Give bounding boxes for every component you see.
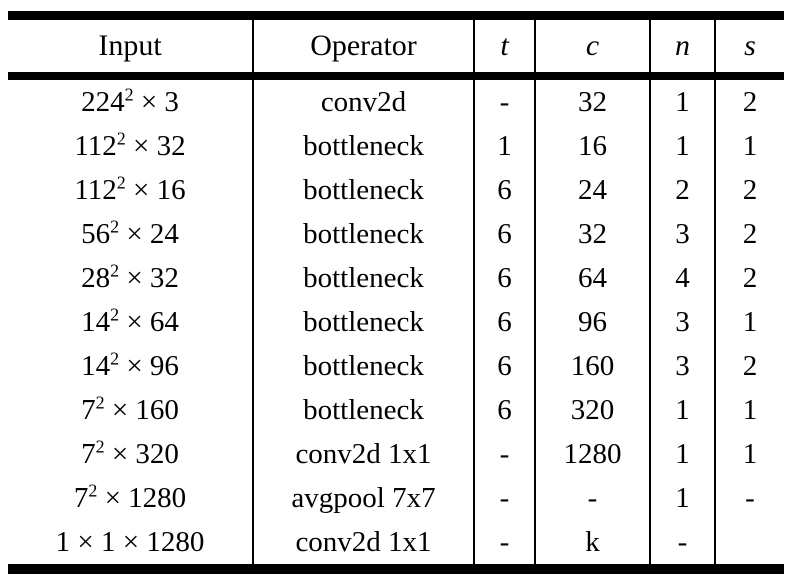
squared-superscript: 2 bbox=[116, 171, 126, 192]
cell-n: - bbox=[649, 520, 715, 569]
cell-c: 320 bbox=[534, 388, 650, 432]
table-row: 142 × 64 bottleneck 6 96 3 1 bbox=[8, 300, 784, 344]
table-row: 562 × 24 bottleneck 6 32 3 2 bbox=[8, 212, 784, 256]
cell-n: 3 bbox=[649, 212, 715, 256]
squared-superscript: 2 bbox=[110, 347, 120, 368]
cell-s: 1 bbox=[714, 388, 784, 432]
table-body: 2242 × 3 conv2d -32 1 2 1122 × 32 bottleneck 1 1… bbox=[8, 76, 784, 569]
cell-n: 4 bbox=[649, 256, 715, 300]
cell-t: - bbox=[473, 476, 535, 520]
cell-c: 16 bbox=[534, 124, 650, 168]
cell-operator: conv2d bbox=[252, 76, 474, 124]
cell-n: 3 bbox=[649, 300, 715, 344]
cell-t: 6 bbox=[473, 256, 535, 300]
column-header-n: n bbox=[649, 15, 715, 80]
cell-s: 2 bbox=[714, 212, 784, 256]
cell-c: k bbox=[534, 520, 650, 569]
cell-operator: bottleneck bbox=[252, 212, 474, 256]
cell-t: 6 bbox=[473, 388, 535, 432]
cell-s: 1 bbox=[714, 300, 784, 344]
cell-s: - bbox=[714, 476, 784, 520]
cell-c: 160 bbox=[534, 344, 650, 388]
column-header-operator: Operator bbox=[252, 15, 474, 80]
cell-n: 1 bbox=[649, 124, 715, 168]
cell-s: 1 bbox=[714, 124, 784, 168]
cell-c: - bbox=[534, 476, 650, 520]
squared-superscript: 2 bbox=[95, 391, 105, 412]
column-header-s: s bbox=[714, 15, 784, 80]
cell-c: 64 bbox=[534, 256, 650, 300]
cell-n: 2 bbox=[649, 168, 715, 212]
squared-superscript: 2 bbox=[95, 435, 105, 456]
cell-n: 1 bbox=[649, 76, 715, 124]
table-row: 72 × 1280 avgpool 7x7- -1- bbox=[8, 476, 784, 520]
cell-c: 32 bbox=[534, 212, 650, 256]
column-header-c: c bbox=[534, 15, 650, 80]
cell-t: - bbox=[473, 520, 535, 569]
cell-operator: bottleneck bbox=[252, 256, 474, 300]
cell-operator: bottleneck bbox=[252, 124, 474, 168]
cell-operator: bottleneck bbox=[252, 388, 474, 432]
cell-input: 562 × 24 bbox=[81, 215, 179, 250]
cell-operator: conv2d 1x1 bbox=[252, 520, 474, 569]
cell-n: 1 bbox=[649, 432, 715, 476]
cell-t: 6 bbox=[473, 212, 535, 256]
cell-operator: bottleneck bbox=[252, 168, 474, 212]
table-row: 1122 × 16 bottleneck 6 24 2 2 bbox=[8, 168, 784, 212]
table-row: 72 × 320 conv2d 1x1-1280 1 1 bbox=[8, 432, 784, 476]
cell-s: 2 bbox=[714, 168, 784, 212]
table-row: 72 × 160 bottleneck 6 320 1 1 bbox=[8, 388, 784, 432]
table-row: 1 × 1 × 1280 conv2d 1x1- k - bbox=[8, 520, 784, 569]
cell-s: 2 bbox=[714, 76, 784, 124]
squared-superscript: 2 bbox=[116, 127, 126, 148]
cell-operator: conv2d 1x1 bbox=[252, 432, 474, 476]
cell-input: 1 × 1 × 1280 bbox=[55, 525, 205, 558]
squared-superscript: 2 bbox=[110, 215, 120, 236]
cell-c: 32 bbox=[534, 76, 650, 124]
cell-t: 6 bbox=[473, 168, 535, 212]
cell-c: 24 bbox=[534, 168, 650, 212]
cell-s: 2 bbox=[714, 344, 784, 388]
cell-operator: bottleneck bbox=[252, 300, 474, 344]
cell-t: 6 bbox=[473, 300, 535, 344]
cell-n: 3 bbox=[649, 344, 715, 388]
cell-input: 1122 × 16 bbox=[74, 171, 186, 206]
cell-input: 72 × 1280 bbox=[73, 479, 187, 514]
table-row: 1122 × 32 bottleneck 1 16 1 1 bbox=[8, 124, 784, 168]
cell-input: 1122 × 32 bbox=[74, 127, 186, 162]
cell-n: 1 bbox=[649, 388, 715, 432]
cell-input: 282 × 32 bbox=[81, 259, 179, 294]
cell-t: 1 bbox=[473, 124, 535, 168]
cell-input: 72 × 320 bbox=[81, 435, 179, 470]
table-row: 2242 × 3 conv2d -32 1 2 bbox=[8, 76, 784, 124]
cell-s bbox=[714, 520, 784, 569]
cell-n: 1 bbox=[649, 476, 715, 520]
cell-c: 1280 bbox=[534, 432, 650, 476]
column-header-input: Input bbox=[8, 15, 253, 80]
cell-input: 72 × 160 bbox=[81, 391, 179, 426]
cell-s: 1 bbox=[714, 432, 784, 476]
architecture-table: Input Operator t c n s 2242 × 3 conv2d -32 1 2 112… bbox=[8, 11, 784, 574]
squared-superscript: 2 bbox=[88, 479, 98, 500]
table-header-row: Input Operator t c n s bbox=[8, 15, 784, 80]
cell-input: 142 × 96 bbox=[81, 347, 179, 382]
cell-input: 142 × 64 bbox=[81, 303, 179, 338]
cell-operator: avgpool 7x7 bbox=[252, 476, 474, 520]
cell-input: 2242 × 3 bbox=[81, 83, 179, 118]
cell-s: 2 bbox=[714, 256, 784, 300]
table-row: 282 × 32 bottleneck 6 64 4 2 bbox=[8, 256, 784, 300]
cell-c: 96 bbox=[534, 300, 650, 344]
squared-superscript: 2 bbox=[124, 83, 134, 104]
cell-operator: bottleneck bbox=[252, 344, 474, 388]
squared-superscript: 2 bbox=[110, 259, 120, 280]
column-header-t: t bbox=[473, 15, 535, 80]
squared-superscript: 2 bbox=[110, 303, 120, 324]
cell-t: - bbox=[473, 432, 535, 476]
cell-t: 6 bbox=[473, 344, 535, 388]
table-row: 142 × 96 bottleneck 6 160 3 2 bbox=[8, 344, 784, 388]
cell-t: - bbox=[473, 76, 535, 124]
